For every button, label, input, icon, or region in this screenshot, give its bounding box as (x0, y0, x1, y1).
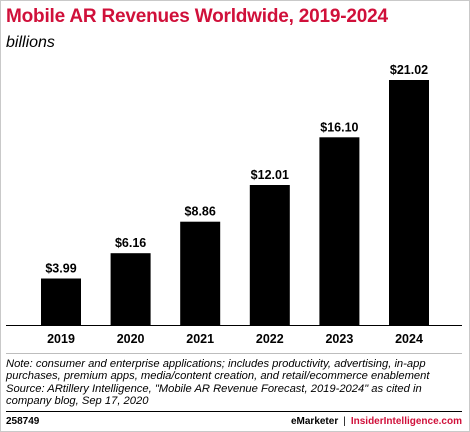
note-line: purchases, premium apps, media/content c… (6, 370, 430, 383)
note-line: Note: consumer and enterprise applicatio… (6, 358, 426, 370)
bar-2023 (319, 137, 360, 325)
footer-divider (6, 411, 462, 412)
bar-2021 (180, 221, 221, 325)
bar-2020 (110, 253, 151, 325)
chart-subtitle: billions (6, 34, 55, 51)
data-label-2024: $21.02 (390, 63, 428, 77)
data-label-2019: $3.99 (45, 262, 76, 276)
chart-id: 258749 (6, 416, 40, 427)
data-label-2021: $8.86 (185, 205, 216, 219)
x-tick-label-2024: 2024 (395, 332, 423, 346)
bar-2019 (41, 278, 81, 325)
source-line: Source: ARtillery Intelligence, "Mobile … (6, 382, 422, 395)
footer-brand: eMarketer | InsiderIntelligence.com (291, 416, 462, 427)
data-label-2020: $6.16 (115, 236, 146, 250)
data-label-2022: $12.01 (251, 168, 289, 182)
insider-intelligence-link[interactable]: InsiderIntelligence.com (350, 416, 462, 427)
x-tick-label-2021: 2021 (186, 332, 214, 346)
bar-2024 (389, 80, 429, 325)
source-line: company blog, Sep 17, 2020 (6, 395, 149, 408)
chart-note: Note: consumer and enterprise applicatio… (6, 358, 462, 408)
data-label-2023: $16.10 (320, 120, 358, 134)
x-tick-label-2019: 2019 (47, 332, 75, 346)
bar-2022 (249, 185, 290, 325)
chart-title: Mobile AR Revenues Worldwide, 2019-2024 (6, 6, 388, 27)
x-tick-label-2020: 2020 (117, 332, 145, 346)
x-tick-label-2022: 2022 (256, 332, 284, 346)
brand-separator: | (343, 416, 346, 427)
emarketer-label: eMarketer (290, 416, 339, 427)
x-tick-label-2023: 2023 (325, 332, 353, 346)
